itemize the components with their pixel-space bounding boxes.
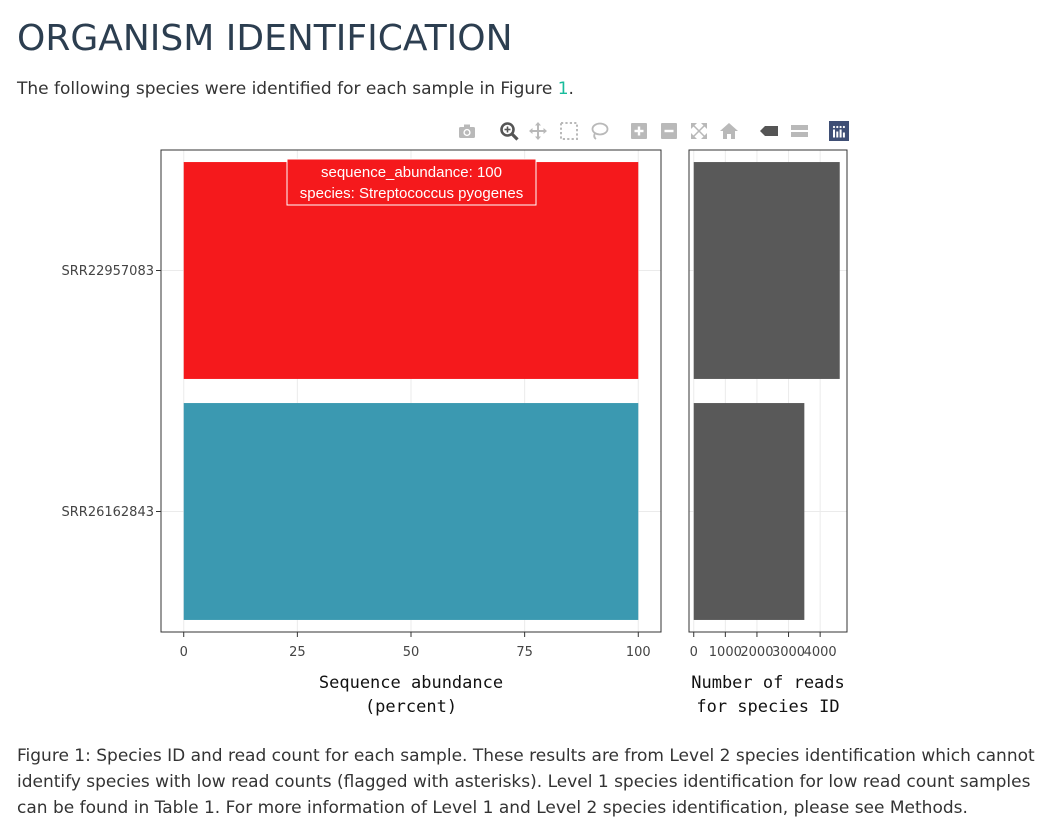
box-select-icon[interactable] bbox=[558, 120, 580, 142]
camera-icon[interactable] bbox=[456, 120, 478, 142]
hover-line-species: species: Streptococcus pyogenes bbox=[300, 185, 523, 202]
reads-x-tick-label: 1000 bbox=[709, 645, 742, 660]
reads-bar-SRR22957083 bbox=[693, 162, 840, 379]
hover-closest-icon[interactable] bbox=[758, 120, 780, 142]
zoom-out-icon[interactable] bbox=[658, 120, 680, 142]
abundance-bar-SRR26162843 bbox=[183, 403, 639, 620]
intro-end: . bbox=[568, 79, 574, 99]
hover-tooltip bbox=[286, 158, 537, 206]
plotly-logo-icon[interactable] bbox=[828, 120, 850, 142]
page-title: ORGANISM IDENTIFICATION bbox=[17, 18, 513, 59]
reads-axis-title: for species ID bbox=[696, 697, 839, 717]
y-tick-label: SRR22957083 bbox=[62, 264, 155, 279]
figure-link[interactable]: 1 bbox=[557, 79, 569, 99]
abundance-x-tick-label: 50 bbox=[403, 645, 420, 660]
pan-icon[interactable] bbox=[527, 120, 549, 142]
reads-bar-SRR26162843 bbox=[693, 403, 805, 620]
hover-compare-icon[interactable] bbox=[788, 120, 810, 142]
intro-text: The following species were identified fo… bbox=[17, 79, 558, 99]
abundance-x-tick-label: 0 bbox=[180, 645, 188, 660]
zoom-icon[interactable] bbox=[498, 120, 520, 142]
reads-x-tick-label: 4000 bbox=[804, 645, 837, 660]
y-tick-label: SRR26162843 bbox=[62, 505, 155, 520]
reads-x-tick-label: 3000 bbox=[772, 645, 805, 660]
reset-axes-icon[interactable] bbox=[718, 120, 740, 142]
reads-x-tick-label: 2000 bbox=[740, 645, 773, 660]
plot-modebar bbox=[456, 120, 856, 142]
autoscale-icon[interactable] bbox=[688, 120, 710, 142]
figure-caption: Figure 1: Species ID and read count for … bbox=[17, 746, 1035, 818]
hover-line-abundance: sequence_abundance: 100 bbox=[321, 164, 502, 181]
lasso-select-icon[interactable] bbox=[588, 120, 610, 142]
reads-panel-border bbox=[688, 149, 848, 633]
abundance-x-tick-label: 75 bbox=[516, 645, 533, 660]
zoom-in-icon[interactable] bbox=[628, 120, 650, 142]
abundance-axis-title: (percent) bbox=[365, 697, 457, 717]
intro-paragraph: The following species were identified fo… bbox=[17, 79, 574, 99]
abundance-axis-title: Sequence abundance bbox=[319, 673, 503, 693]
abundance-x-tick-label: 25 bbox=[289, 645, 306, 660]
reads-axis-title: Number of reads bbox=[691, 673, 845, 693]
abundance-x-tick-label: 100 bbox=[626, 645, 651, 660]
reads-x-tick-label: 0 bbox=[690, 645, 698, 660]
